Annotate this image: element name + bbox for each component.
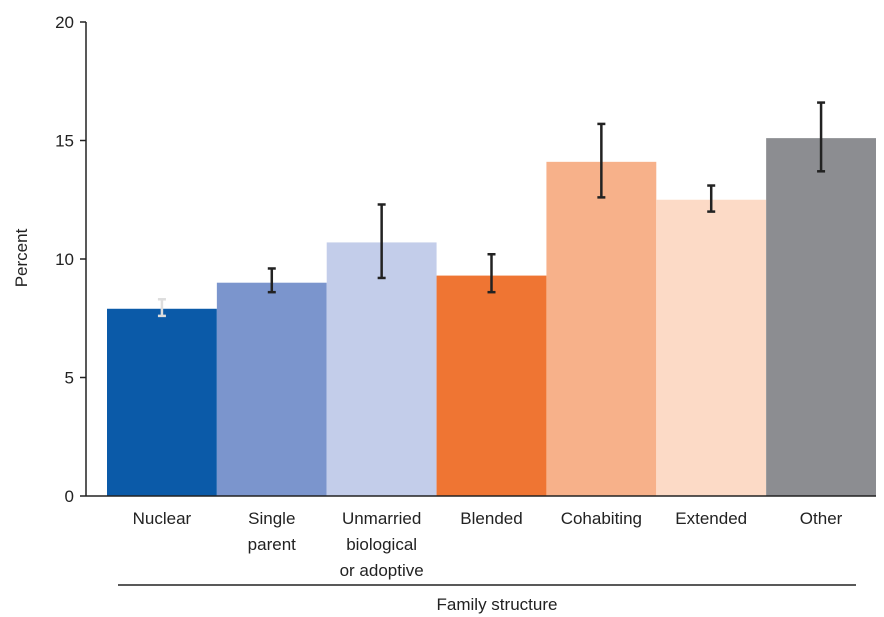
bar [656,199,767,496]
y-tick-label: 5 [65,369,74,388]
x-tick-label-line: parent [248,535,296,554]
bar [107,308,217,496]
x-tick-label: Blended [460,509,522,528]
bars [107,138,876,496]
bar [216,282,327,496]
y-tick-label: 15 [55,132,74,151]
x-tick-label-line: Blended [460,509,522,528]
x-tick-label: Cohabiting [561,509,642,528]
y-axis-label: Percent [12,228,31,287]
x-tick-label-line: Extended [675,509,747,528]
x-tick-label-line: Unmarried [342,509,421,528]
bar [546,161,657,496]
x-tick-label-line: Single [248,509,295,528]
y-axis: 0 5 10 15 20 [55,13,87,506]
x-tick-label-line: Nuclear [133,509,192,528]
y-tick-label: 10 [55,250,74,269]
y-tick-label: 20 [55,13,74,32]
y-tick-label: 0 [65,487,74,506]
x-tick-label: Extended [675,509,747,528]
x-tick-label: Single parent [248,509,296,554]
x-tick-label-line: Cohabiting [561,509,642,528]
x-tick-label-line: biological [346,535,417,554]
x-tick-label-line: or adoptive [340,561,424,580]
x-tick-label: Other [800,509,843,528]
x-tick-label: Unmarried biological or adoptive [340,509,424,580]
bar [766,138,876,496]
x-tick-label-line: Other [800,509,843,528]
x-tick-label: Nuclear [133,509,192,528]
x-axis-label: Family structure [437,595,558,614]
error-bars [157,101,826,318]
bar [326,242,437,496]
x-axis: Nuclear Single parent Unmarried biological or… [86,495,876,580]
bar [436,275,547,496]
